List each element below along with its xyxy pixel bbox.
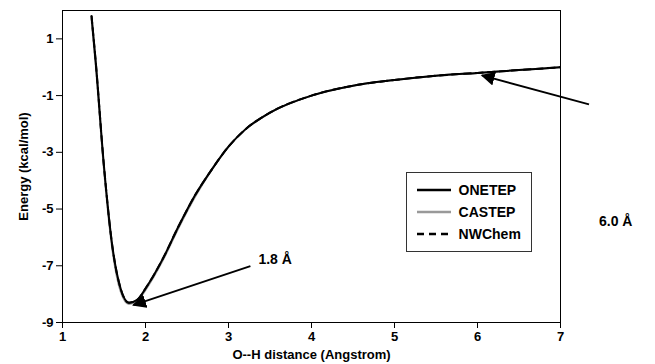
html-text:CASTEP: CASTEP <box>458 204 516 220</box>
svg-text:-7: -7 <box>42 258 54 273</box>
svg-text:-3: -3 <box>42 144 54 159</box>
svg-text:O--H distance (Angstrom): O--H distance (Angstrom) <box>232 347 390 362</box>
html-text:ONETEP: ONETEP <box>458 182 517 198</box>
svg-text:Energy (kcal/mol): Energy (kcal/mol) <box>16 112 31 220</box>
svg-text:4: 4 <box>308 329 316 344</box>
html-text:NWChem: NWChem <box>458 226 521 242</box>
svg-text:2: 2 <box>142 329 149 344</box>
svg-text:-1: -1 <box>42 88 54 103</box>
svg-text:1: 1 <box>59 329 66 344</box>
svg-text:6: 6 <box>474 329 481 344</box>
svg-text:3: 3 <box>225 329 232 344</box>
svg-text:6.0 Å: 6.0 Å <box>599 213 632 229</box>
svg-text:1: 1 <box>46 31 53 46</box>
svg-text:5: 5 <box>391 329 398 344</box>
svg-text:1.8 Å: 1.8 Å <box>258 251 291 267</box>
svg-text:-5: -5 <box>42 201 54 216</box>
svg-text:7: 7 <box>557 329 564 344</box>
svg-text:-9: -9 <box>42 315 54 330</box>
